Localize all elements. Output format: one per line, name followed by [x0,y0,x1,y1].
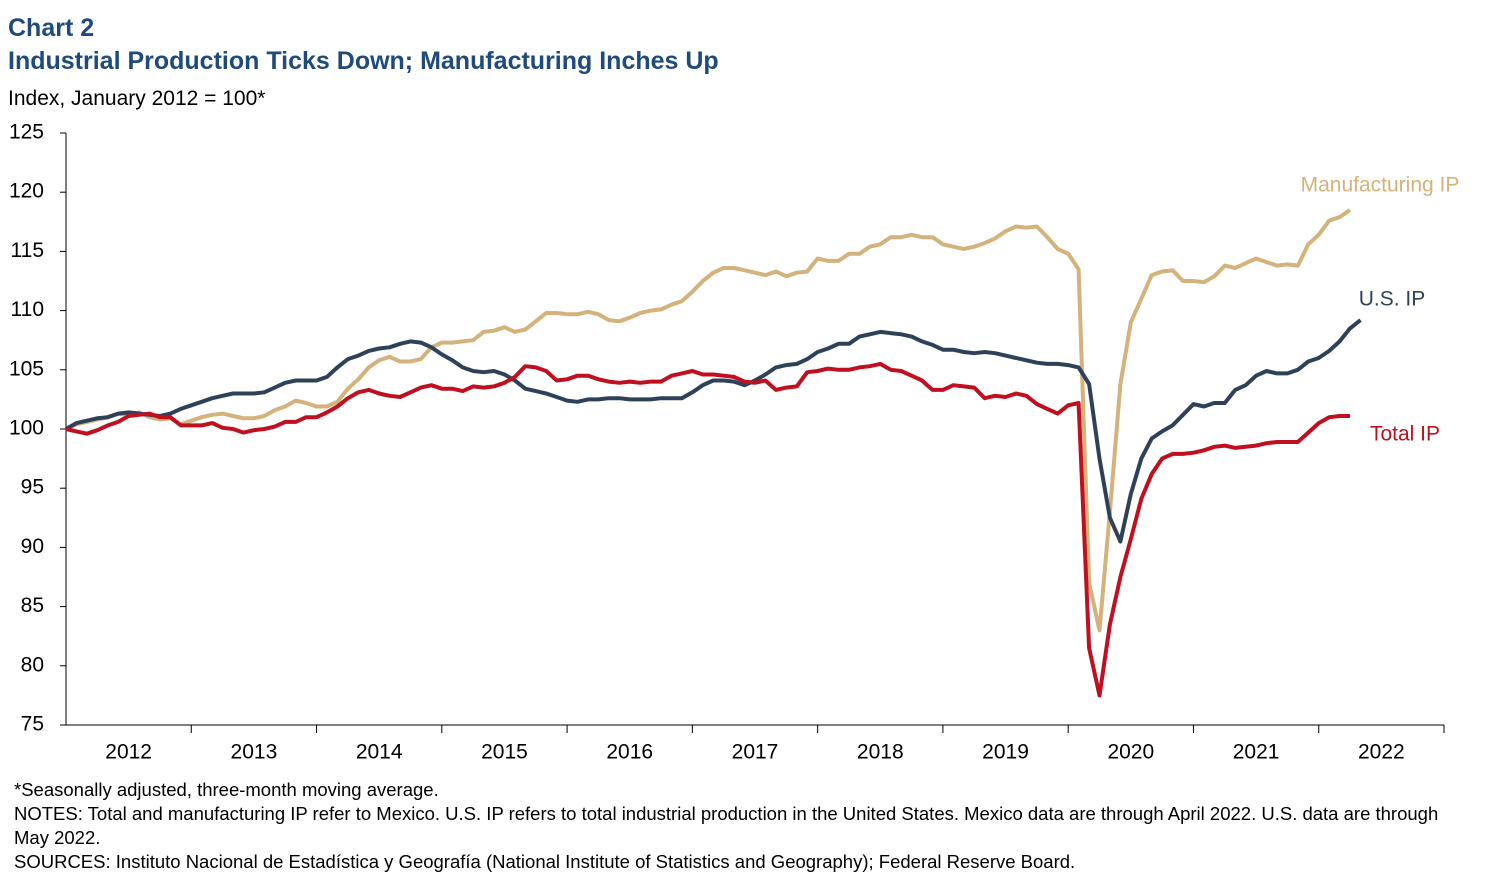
y-tick-label: 90 [21,535,44,558]
x-tick-label: 2015 [481,741,528,764]
y-tick-label: 115 [11,239,44,262]
x-tick-label: 2020 [1107,741,1154,764]
y-tick-label: 125 [9,121,44,144]
x-tick-label: 2013 [231,741,278,764]
y-axis-label: Index, January 2012 = 100* [8,87,266,110]
y-tick-label: 85 [21,594,44,617]
series-line [65,208,1352,633]
y-tick-label: 95 [21,476,44,499]
note: *Seasonally adjusted, three-month moving… [14,779,439,800]
series-label: Total IP [1370,423,1440,446]
y-tick-label: 100 [9,417,44,440]
series-line [65,361,1350,698]
y-tick-label: 75 [21,713,44,736]
chart-title: Chart 2 [8,14,95,42]
series-label: Manufacturing IP [1301,174,1460,197]
x-tick-label: 2022 [1358,741,1405,764]
series-line [65,318,1362,544]
y-tick-label: 120 [9,180,44,203]
x-tick-label: 2016 [606,741,653,764]
series-label: U.S. IP [1359,288,1426,311]
notes: *Seasonally adjusted, three-month moving… [14,778,1454,874]
x-tick-label: 2017 [732,741,779,764]
y-tick-label: 80 [21,653,44,676]
chart-subtitle: Industrial Production Ticks Down; Manufa… [8,47,719,75]
x-tick-label: 2019 [982,741,1029,764]
note: SOURCES: Instituto Nacional de Estadísti… [14,851,1076,872]
x-tick-label: 2014 [356,741,403,764]
x-tick-label: 2021 [1233,741,1280,764]
x-tick-label: 2018 [857,741,904,764]
y-tick-label: 110 [11,298,44,321]
x-tick-label: 2012 [105,741,152,764]
note: NOTES: Total and manufacturing IP refer … [14,803,1439,848]
y-tick-label: 105 [9,357,44,380]
